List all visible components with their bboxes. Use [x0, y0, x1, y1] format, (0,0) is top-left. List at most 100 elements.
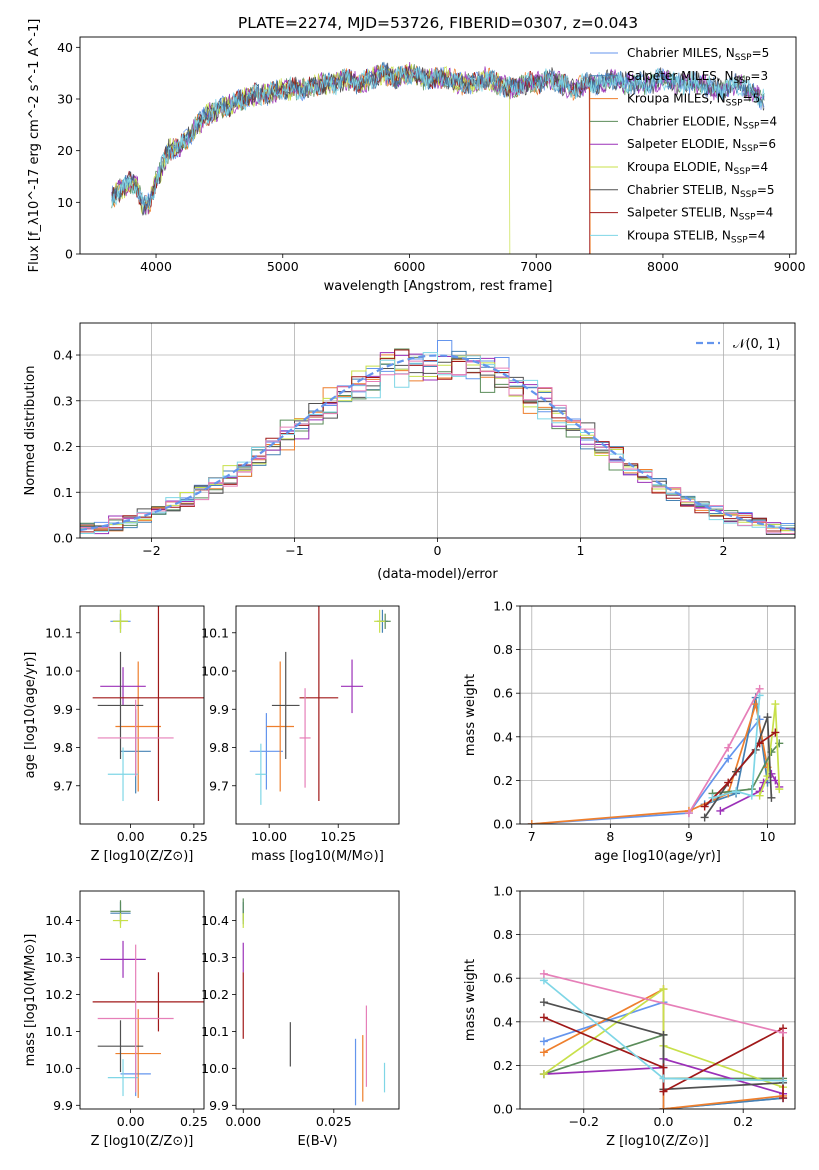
errorbar-point-7: [97, 651, 144, 759]
y-tick-label: 10.4: [45, 913, 73, 928]
axes-frame: [79, 322, 796, 539]
x-axis-label: Z [log10(Z/Z⊙)]: [606, 1134, 709, 1149]
y-tick-label: 20: [57, 143, 73, 158]
y-tick-label: 10: [57, 195, 73, 210]
y-tick-label: 10.3: [201, 950, 229, 965]
age-vs-Z-plot: 0.00 0.25 9.7 9.8 9.9 10.0 10.1 Z [log10(Z/Z⊙)]…: [23, 605, 208, 864]
x-axis-label: E(B-V): [297, 1134, 337, 1149]
series-marker: [779, 1094, 788, 1103]
mass-weight-series-8: [700, 728, 780, 811]
x-axis-label: (data-model)/error: [377, 567, 498, 582]
y-tick-label: 9.9: [53, 1098, 73, 1113]
x-tick-label: 9: [685, 829, 693, 844]
x-tick-label: 0.25: [180, 1114, 208, 1129]
series-marker: [659, 985, 668, 994]
x-axis-label: Z [log10(Z/Z⊙)]: [91, 849, 194, 864]
y-tick-label: 0.4: [493, 1014, 513, 1029]
series-marker: [708, 793, 717, 802]
mass-weight-vs-Z-plot: −0.2 0.0 0.2 0.0 0.2 0.4 0.6 0.8 1.0 Z [log10(Z/Z…: [463, 884, 796, 1149]
errorbar-point-5: [100, 667, 146, 706]
series-marker: [539, 969, 548, 978]
x-tick-label: 7: [528, 829, 536, 844]
y-tick-label: 10.1: [201, 625, 229, 640]
mass-weight-series-3: [527, 700, 772, 824]
x-tick-label: 0.25: [180, 829, 208, 844]
y-axis-label: age [log10(age/yr)]: [23, 652, 38, 779]
axes-frame: [79, 605, 205, 825]
y-tick-label: 0.8: [493, 642, 513, 657]
series-marker: [539, 1070, 548, 1079]
series-marker: [763, 713, 772, 722]
x-tick-label: 0.2: [733, 1114, 753, 1129]
y-axis-label: mass weight: [463, 959, 478, 1041]
y-tick-label: 40: [57, 40, 73, 55]
series-marker: [724, 754, 733, 763]
spectrum-line-5: [111, 61, 765, 216]
series-marker: [539, 1048, 548, 1057]
y-tick-label: 10.0: [45, 1061, 73, 1076]
mass-weight-series-6: [755, 700, 784, 800]
errorbar-point-9: [255, 743, 267, 805]
residual-histogram-10: [80, 360, 795, 538]
x-axis-label: Z [log10(Z/Z⊙)]: [91, 1134, 194, 1149]
mass-vs-ebv-plot: 0.000 0.025 9.9 10.0 10.1 10.2 10.3 10.4 E(B-V): [201, 890, 400, 1149]
series-marker: [771, 728, 780, 737]
legend-label: Chabrier STELIB, NSSP=5: [627, 183, 775, 200]
mass-weight-series-10: [539, 969, 788, 1037]
series-marker: [755, 791, 764, 800]
mass-vs-Z-marks: [92, 900, 204, 1098]
y-tick-label: 0.3: [53, 393, 73, 408]
series-marker: [539, 998, 548, 1007]
errorbar-point-8: [92, 606, 204, 802]
y-tick-label: 0.6: [493, 686, 513, 701]
x-axis-label: age [log10(age/yr)]: [594, 849, 721, 864]
x-tick-label: 10.25: [320, 829, 356, 844]
legend-label: 𝒩(0, 1): [733, 337, 780, 352]
series-marker: [771, 776, 780, 785]
normal-curve: [80, 354, 795, 532]
series-line: [531, 718, 761, 824]
x-tick-label: 7000: [520, 259, 552, 274]
errorbar-point-7: [271, 651, 300, 759]
errorbar-point-5: [100, 940, 146, 978]
x-tick-label: 6000: [394, 259, 426, 274]
age-vs-mass-plot: 10.00 10.25 9.7 9.8 9.9 10.0 10.1 mass [log10(M…: [201, 605, 400, 864]
mass-vs-Z-plot: 0.00 0.25 9.9 10.0 10.1 10.2 10.3 10.4 Z [log10(…: [23, 890, 208, 1149]
series-marker: [539, 1013, 548, 1022]
axes-frame: [79, 36, 797, 255]
y-tick-label: 9.9: [53, 702, 73, 717]
legend-label: Kroupa STELIB, NSSP=4: [627, 228, 765, 245]
x-tick-label: 0.025: [316, 1114, 352, 1129]
y-tick-label: 0.0: [53, 531, 73, 546]
residuals-marks: [80, 340, 795, 538]
series-line: [543, 972, 784, 1034]
mass-weight-series-10: [684, 684, 764, 818]
legend-label: Salpeter ELODIE, NSSP=6: [627, 137, 776, 154]
y-tick-label: 0.2: [53, 439, 73, 454]
y-tick-label: 10.1: [45, 625, 73, 640]
series-marker: [716, 806, 725, 815]
legend-label: Chabrier MILES, NSSP=5: [627, 46, 769, 63]
axes-frame: [235, 890, 400, 1110]
x-axis-label: mass [log10(M/M⊙)]: [251, 849, 384, 864]
y-tick-label: 0.6: [493, 971, 513, 986]
y-axis-label: mass weight: [463, 674, 478, 756]
x-tick-label: 4000: [140, 259, 172, 274]
y-tick-label: 0.2: [493, 773, 513, 788]
series-marker: [659, 1030, 668, 1039]
errorbar-point-10: [299, 688, 311, 788]
x-tick-label: 8: [606, 829, 614, 844]
x-tick-label: −1: [285, 543, 303, 558]
x-tick-label: 0.000: [225, 1114, 261, 1129]
legend-label: Salpeter STELIB, NSSP=4: [627, 206, 773, 223]
legend-label: Salpeter MILES, NSSP=3: [627, 69, 768, 86]
series-marker: [779, 1028, 788, 1037]
series-marker: [755, 684, 764, 693]
y-tick-label: 0.0: [493, 817, 513, 832]
legend-label: Kroupa ELODIE, NSSP=4: [627, 160, 768, 177]
y-tick-label: 10.2: [45, 987, 73, 1002]
spectrum-line-8: [111, 64, 591, 254]
mass-weight-vs-age-plot: 7 8 9 10 0.0 0.2 0.4 0.6 0.8 1.0 age [log10(age/yr…: [463, 599, 796, 864]
y-tick-label: 10.1: [45, 1024, 73, 1039]
x-tick-label: 10: [760, 829, 776, 844]
